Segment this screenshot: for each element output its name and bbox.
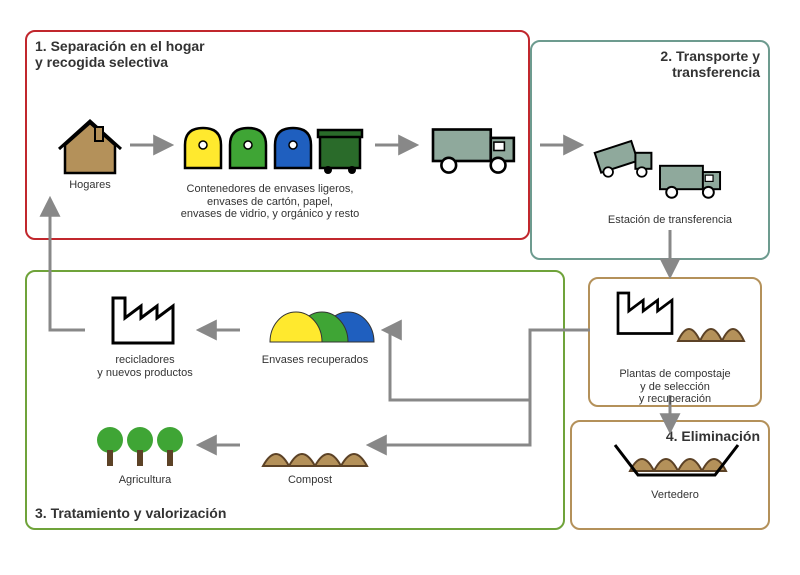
envases-icon [250,300,380,350]
plantas-icon [600,285,750,360]
camion-icon [425,115,523,175]
hogares-label: Hogares [25,179,155,192]
recicladores-icon [95,290,195,350]
estacion-label: Estación de transferencia [555,214,785,227]
hogares-icon [55,115,125,175]
compost-label: Compost [225,474,395,487]
agricultura-label: Agricultura [65,474,225,487]
envases-label: Envases recuperados [220,354,410,367]
plantas-label: Plantas de compostaje y de selección y r… [570,368,780,406]
recicladores-label: recicladores y nuevos productos [65,354,225,379]
diagram-canvas: 1. Separación en el hogar y recogida sel… [0,0,800,575]
contenedores-label: Contenedores de envases ligeros, envases… [145,183,395,221]
contenedores-icon [175,120,365,175]
agricultura-icon [95,420,195,470]
vertedero-label: Vertedero [575,489,775,502]
compost-icon [255,420,365,470]
estacion-icon [585,140,755,210]
vertedero-icon [605,435,745,485]
